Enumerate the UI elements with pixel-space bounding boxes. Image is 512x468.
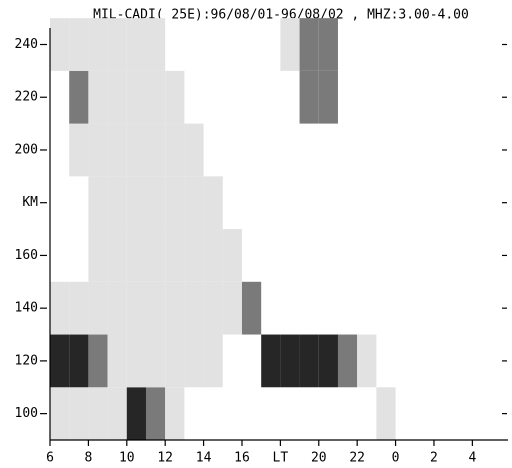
intensity-cell: [280, 18, 300, 71]
intensity-cell: [50, 281, 70, 335]
intensity-cell: [88, 18, 108, 71]
x-tick-label: 16: [234, 451, 250, 466]
intensity-cell: [126, 281, 146, 335]
x-tick-label: 8: [84, 451, 92, 466]
intensity-cell: [126, 387, 146, 440]
x-tick-label: 0: [392, 451, 400, 466]
intensity-cell: [241, 281, 262, 335]
intensity-cell: [126, 229, 146, 282]
intensity-cell: [261, 334, 281, 388]
intensity-cell: [184, 229, 204, 282]
y-tick-label: 240: [15, 37, 38, 52]
x-tick-label: LT: [273, 451, 289, 466]
intensity-cell: [318, 18, 338, 71]
intensity-cell: [69, 123, 89, 177]
intensity-cell: [107, 281, 127, 335]
intensity-cell: [88, 387, 108, 440]
intensity-cell: [222, 281, 242, 335]
intensity-cell: [107, 123, 127, 177]
intensity-cell: [184, 281, 204, 335]
x-tick-label: 2: [430, 451, 438, 466]
intensity-cell: [50, 387, 70, 440]
intensity-cell: [299, 18, 319, 71]
y-tick-label: 160: [15, 248, 38, 263]
intensity-cell: [145, 387, 166, 440]
intensity-cell: [376, 387, 396, 440]
intensity-cell: [184, 176, 204, 230]
intensity-cell: [165, 281, 185, 335]
intensity-cell: [50, 18, 70, 71]
intensity-cell: [165, 70, 185, 124]
intensity-cell: [88, 176, 108, 230]
intensity-cell: [107, 176, 127, 230]
intensity-cell: [203, 176, 223, 230]
intensity-cell: [145, 176, 166, 230]
intensity-cell: [165, 123, 185, 177]
x-tick-label: 4: [468, 451, 476, 466]
intensity-cell: [203, 334, 223, 388]
intensity-cell: [126, 123, 146, 177]
intensity-cell: [126, 334, 146, 388]
x-tick-label: 12: [157, 451, 173, 466]
intensity-cell: [299, 70, 319, 124]
plot-area: [50, 18, 396, 440]
intensity-cell: [145, 281, 166, 335]
intensity-cell: [184, 123, 204, 177]
intensity-cell: [145, 123, 166, 177]
intensity-cell: [145, 18, 166, 71]
intensity-cell: [88, 334, 108, 388]
x-tick-label: 22: [349, 451, 365, 466]
intensity-cell: [107, 229, 127, 282]
x-tick-label: 20: [311, 451, 327, 466]
intensity-cell: [69, 281, 89, 335]
intensity-cell: [357, 334, 377, 388]
chart-title: MIL-CADI( 25E):96/08/01-96/08/02 , MHZ:3…: [93, 8, 469, 23]
y-tick-label: 140: [15, 301, 38, 316]
intensity-cell: [299, 334, 319, 388]
y-tick-label: 200: [15, 142, 38, 157]
intensity-cell: [88, 123, 108, 177]
intensity-cell: [145, 70, 166, 124]
intensity-cell: [107, 334, 127, 388]
intensity-cell: [337, 334, 358, 388]
intensity-cell: [126, 18, 146, 71]
intensity-cell: [126, 70, 146, 124]
intensity-cell: [50, 334, 70, 388]
intensity-cell: [69, 18, 89, 71]
intensity-cell: [184, 334, 204, 388]
intensity-cell: [69, 334, 89, 388]
intensity-cell: [165, 176, 185, 230]
y-tick-label: 100: [15, 406, 38, 421]
intensity-cell: [318, 70, 338, 124]
y-tick-label: 220: [15, 90, 38, 105]
intensity-cell: [88, 70, 108, 124]
intensity-cell: [88, 229, 108, 282]
x-tick-label: 10: [119, 451, 135, 466]
intensity-cell: [203, 281, 223, 335]
intensity-cell: [126, 176, 146, 230]
y-tick-label: 120: [15, 353, 38, 368]
intensity-cell: [69, 387, 89, 440]
x-tick-label: 6: [46, 451, 54, 466]
intensity-cell: [203, 229, 223, 282]
intensity-cell: [69, 70, 89, 124]
intensity-cell: [145, 229, 166, 282]
intensity-cell: [165, 334, 185, 388]
intensity-cell: [145, 334, 166, 388]
x-tick-label: 14: [196, 451, 212, 466]
intensity-cell: [222, 229, 242, 282]
intensity-cell: [88, 281, 108, 335]
intensity-cell: [318, 334, 338, 388]
intensity-cell: [107, 18, 127, 71]
intensity-cell: [107, 70, 127, 124]
intensity-cell: [165, 387, 185, 440]
y-tick-label: KM: [22, 195, 38, 210]
intensity-cell: [280, 334, 300, 388]
intensity-cell: [165, 229, 185, 282]
intensity-cell: [107, 387, 127, 440]
